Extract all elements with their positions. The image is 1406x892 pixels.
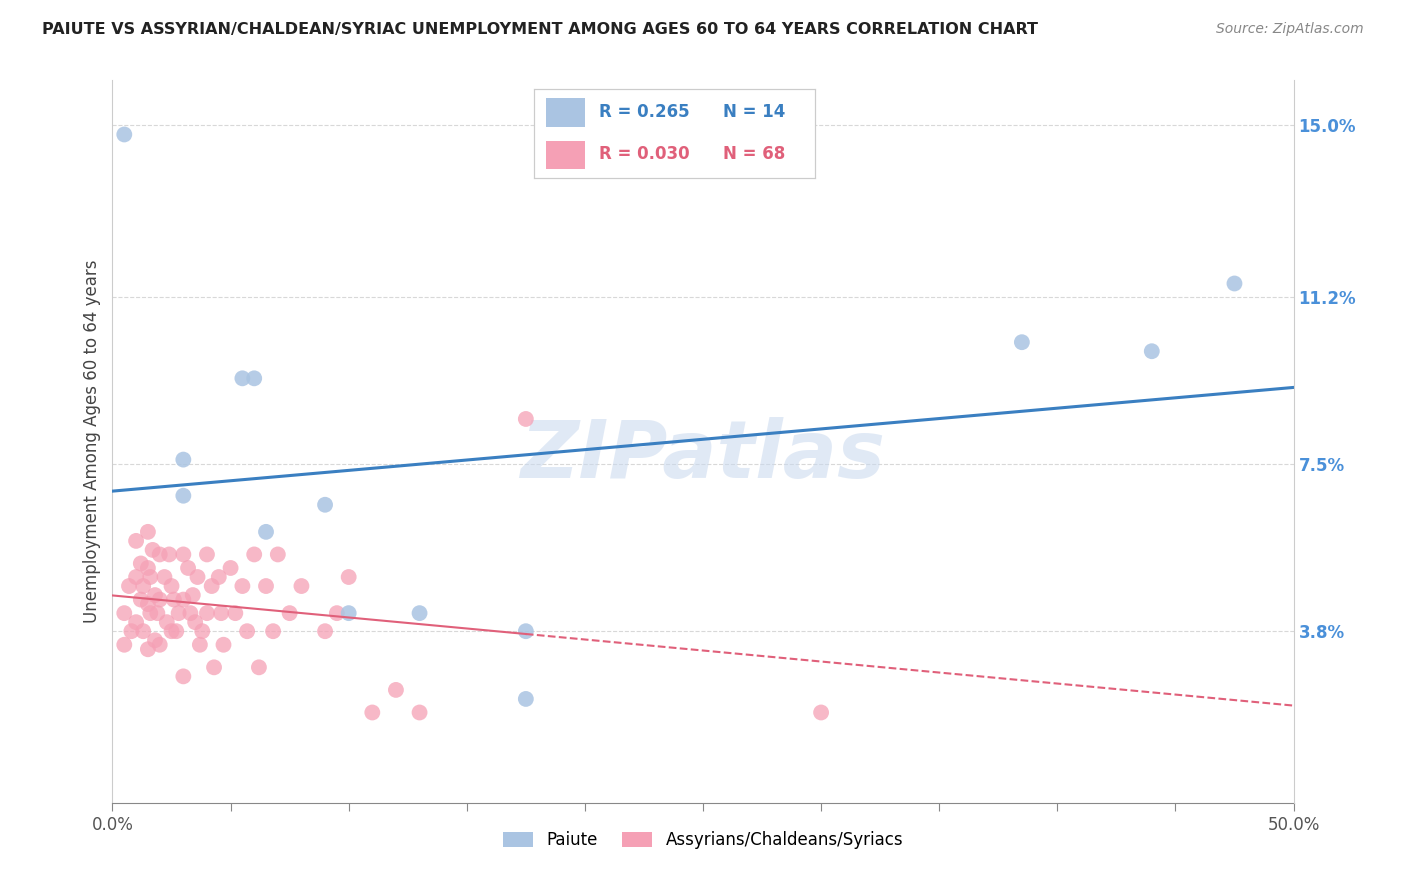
Point: [202, 660, 225, 674]
Point: [153, 570, 176, 584]
Point: [125, 570, 148, 584]
Point: [219, 561, 242, 575]
Point: [267, 548, 290, 562]
Point: [186, 570, 208, 584]
Point: [361, 706, 384, 720]
Point: [337, 570, 360, 584]
Point: [212, 638, 235, 652]
Point: [254, 524, 277, 539]
Point: [172, 548, 194, 562]
Point: [326, 606, 349, 620]
Point: [408, 706, 430, 720]
Point: [195, 548, 218, 562]
Text: R = 0.030: R = 0.030: [599, 145, 689, 163]
Point: [191, 624, 214, 639]
Point: [1011, 335, 1033, 350]
Point: [337, 606, 360, 620]
Point: [125, 615, 148, 630]
Text: Source: ZipAtlas.com: Source: ZipAtlas.com: [1216, 22, 1364, 37]
Point: [201, 579, 224, 593]
Text: PAIUTE VS ASSYRIAN/CHALDEAN/SYRIAC UNEMPLOYMENT AMONG AGES 60 TO 64 YEARS CORREL: PAIUTE VS ASSYRIAN/CHALDEAN/SYRIAC UNEMP…: [42, 22, 1038, 37]
Point: [149, 592, 172, 607]
Point: [165, 624, 187, 639]
Y-axis label: Unemployment Among Ages 60 to 64 years: Unemployment Among Ages 60 to 64 years: [83, 260, 101, 624]
Point: [146, 606, 169, 620]
Text: R = 0.265: R = 0.265: [599, 103, 689, 121]
Point: [515, 624, 537, 639]
Point: [160, 624, 183, 639]
Point: [314, 624, 336, 639]
Point: [262, 624, 284, 639]
Point: [515, 412, 537, 426]
Point: [167, 606, 190, 620]
Bar: [546, 98, 585, 127]
Point: [195, 606, 218, 620]
Point: [236, 624, 259, 639]
Point: [810, 706, 832, 720]
Point: [120, 624, 142, 639]
Point: [208, 570, 231, 584]
Point: [129, 592, 152, 607]
Point: [243, 548, 266, 562]
Point: [156, 615, 179, 630]
Point: [231, 579, 253, 593]
Point: [139, 570, 162, 584]
Point: [112, 128, 135, 142]
Point: [181, 588, 204, 602]
Text: N = 68: N = 68: [723, 145, 785, 163]
Point: [278, 606, 301, 620]
Point: [243, 371, 266, 385]
Point: [129, 557, 152, 571]
Point: [172, 592, 194, 607]
Point: [112, 638, 135, 652]
Point: [149, 548, 172, 562]
Point: [136, 597, 159, 611]
Point: [209, 606, 232, 620]
Point: [290, 579, 312, 593]
Point: [1223, 277, 1246, 291]
Point: [112, 606, 135, 620]
Point: [247, 660, 270, 674]
Point: [125, 533, 148, 548]
Point: [136, 642, 159, 657]
Point: [143, 588, 166, 602]
Point: [163, 592, 186, 607]
Point: [314, 498, 336, 512]
Text: ZIPatlas: ZIPatlas: [520, 417, 886, 495]
Point: [188, 638, 211, 652]
Point: [143, 633, 166, 648]
Point: [1140, 344, 1163, 359]
Point: [172, 489, 194, 503]
Point: [172, 669, 194, 683]
Text: N = 14: N = 14: [723, 103, 785, 121]
Point: [132, 579, 155, 593]
Point: [224, 606, 246, 620]
Point: [132, 624, 155, 639]
Point: [118, 579, 141, 593]
Point: [231, 371, 253, 385]
Point: [179, 606, 201, 620]
Point: [139, 606, 162, 620]
Point: [160, 579, 183, 593]
Bar: [546, 141, 585, 169]
Point: [142, 542, 165, 557]
Legend: Paiute, Assyrians/Chaldeans/Syriacs: Paiute, Assyrians/Chaldeans/Syriacs: [496, 824, 910, 856]
Point: [515, 692, 537, 706]
Point: [385, 682, 408, 697]
Point: [149, 638, 172, 652]
Point: [157, 548, 180, 562]
Point: [184, 615, 207, 630]
Point: [136, 561, 159, 575]
Point: [254, 579, 277, 593]
Point: [136, 524, 159, 539]
Point: [172, 452, 194, 467]
Point: [408, 606, 430, 620]
Point: [177, 561, 200, 575]
